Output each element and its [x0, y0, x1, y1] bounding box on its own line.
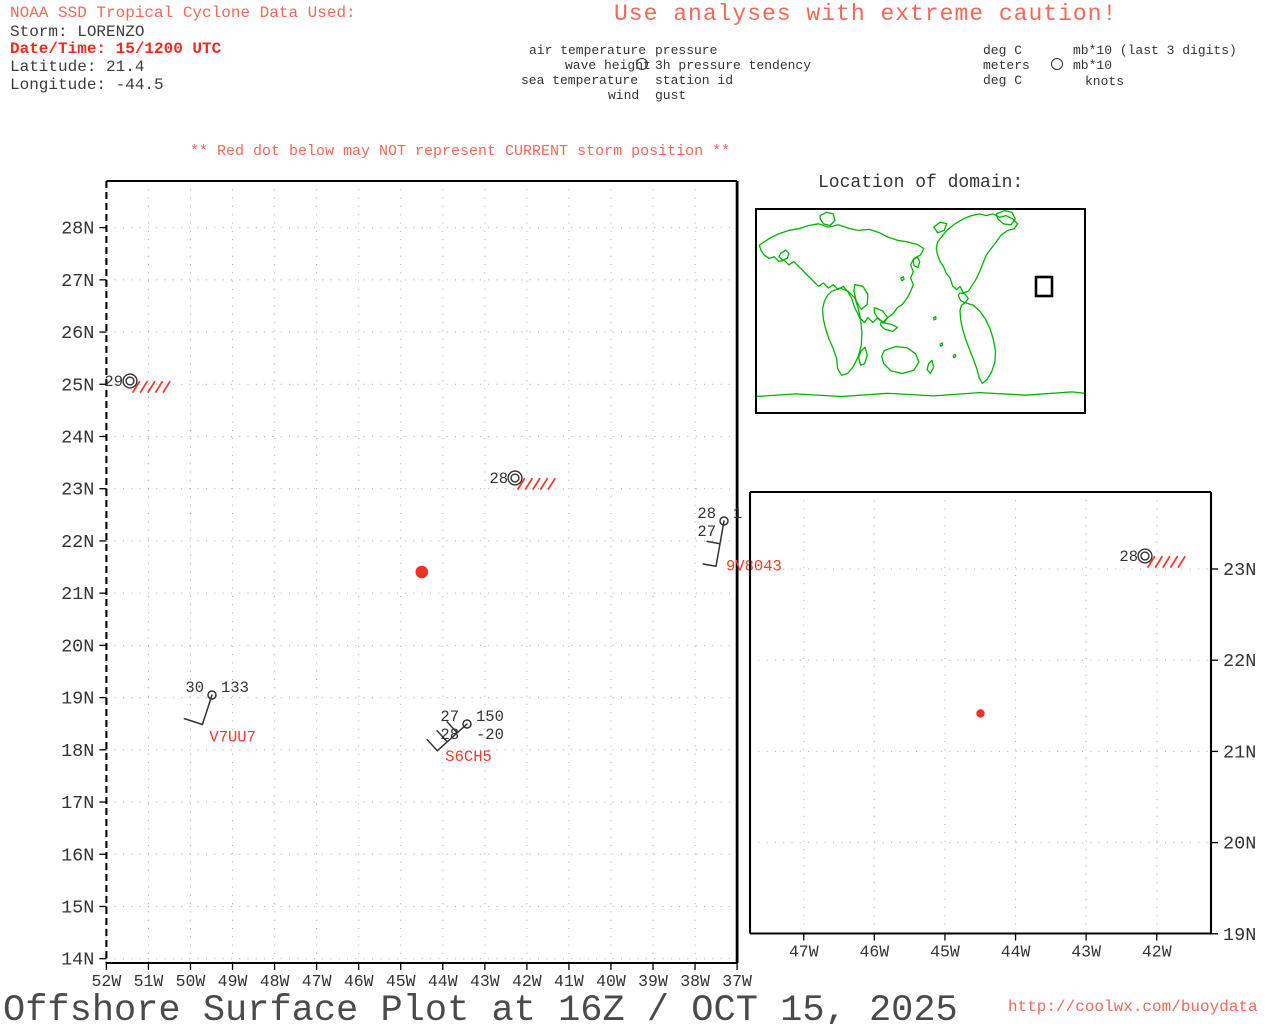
svg-text:20N: 20N — [1223, 834, 1256, 855]
svg-text:26N: 26N — [61, 323, 94, 344]
svg-text:43W: 43W — [1071, 943, 1101, 962]
svg-text:19N: 19N — [1223, 925, 1256, 946]
svg-text:45W: 45W — [930, 943, 960, 962]
svg-text:150: 150 — [476, 708, 504, 726]
svg-text:23N: 23N — [1223, 560, 1256, 581]
svg-text:28: 28 — [697, 505, 716, 523]
svg-text:38W: 38W — [680, 972, 710, 991]
svg-text:44W: 44W — [1001, 943, 1031, 962]
svg-text:28: 28 — [1119, 548, 1138, 566]
svg-text:42W: 42W — [512, 972, 542, 991]
svg-text:27: 27 — [440, 708, 459, 726]
svg-text:22N: 22N — [1223, 651, 1256, 672]
svg-text:21N: 21N — [61, 584, 94, 605]
svg-text:30: 30 — [185, 679, 204, 697]
svg-text:37W: 37W — [722, 972, 752, 991]
svg-text:49W: 49W — [218, 972, 248, 991]
svg-text:14N: 14N — [61, 950, 94, 971]
svg-text:47W: 47W — [302, 972, 332, 991]
svg-text:43W: 43W — [470, 972, 500, 991]
svg-text:51W: 51W — [134, 972, 164, 991]
svg-text:25N: 25N — [61, 375, 94, 396]
svg-text:41W: 41W — [554, 972, 584, 991]
svg-text:9V8043: 9V8043 — [726, 557, 782, 575]
svg-text:-20: -20 — [476, 726, 504, 744]
svg-text:V7UU7: V7UU7 — [209, 729, 256, 747]
svg-text:17N: 17N — [61, 793, 94, 814]
svg-text:52W: 52W — [92, 972, 122, 991]
svg-text:44W: 44W — [428, 972, 458, 991]
svg-text:22N: 22N — [61, 532, 94, 553]
svg-text:46W: 46W — [859, 943, 889, 962]
svg-text:23N: 23N — [61, 480, 94, 501]
svg-text:133: 133 — [221, 679, 249, 697]
svg-text:29: 29 — [104, 373, 123, 391]
svg-text:28: 28 — [489, 470, 508, 488]
svg-text:48W: 48W — [260, 972, 290, 991]
svg-text:27: 27 — [697, 523, 716, 541]
svg-text:16N: 16N — [61, 845, 94, 866]
svg-text:40W: 40W — [596, 972, 626, 991]
svg-text:50W: 50W — [176, 972, 206, 991]
svg-text:28N: 28N — [61, 219, 94, 240]
svg-text:21N: 21N — [1223, 742, 1256, 763]
svg-text:18N: 18N — [61, 741, 94, 762]
svg-text:1: 1 — [733, 505, 742, 523]
svg-text:27N: 27N — [61, 271, 94, 292]
svg-text:42W: 42W — [1142, 943, 1172, 962]
svg-text:20N: 20N — [61, 636, 94, 657]
svg-text:24N: 24N — [61, 427, 94, 448]
svg-text:47W: 47W — [789, 943, 819, 962]
svg-text:45W: 45W — [386, 972, 416, 991]
svg-text:28: 28 — [440, 726, 459, 744]
svg-text:19N: 19N — [61, 689, 94, 710]
svg-text:15N: 15N — [61, 897, 94, 918]
svg-text:39W: 39W — [638, 972, 668, 991]
svg-text:46W: 46W — [344, 972, 374, 991]
svg-text:S6CH5: S6CH5 — [445, 748, 492, 766]
